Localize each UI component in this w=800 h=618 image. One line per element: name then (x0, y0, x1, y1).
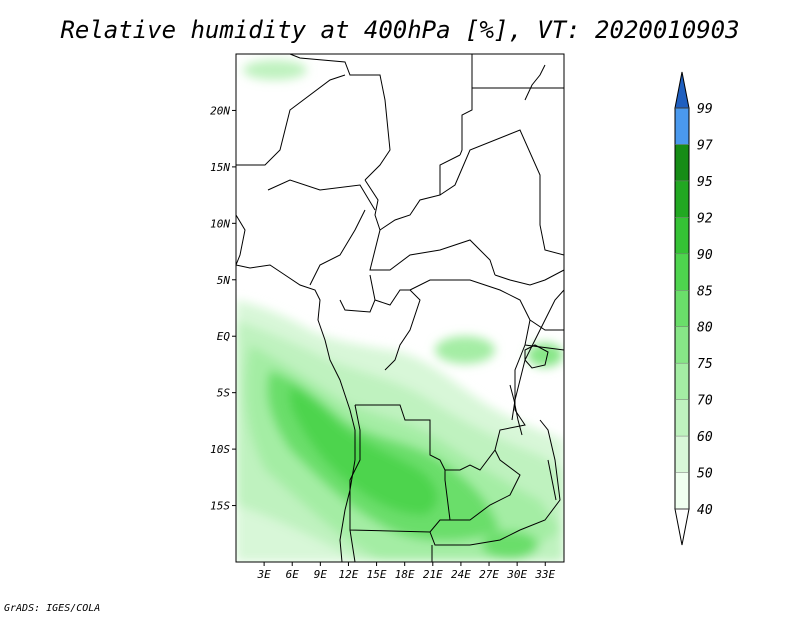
border-mozambique (519, 419, 561, 531)
colorbar-label: 90 (697, 248, 713, 263)
colorbar-label: 95 (697, 175, 713, 190)
lon-tick-label: 21E (423, 568, 443, 581)
colorbar-segment (675, 180, 689, 218)
colorbar-segment (675, 436, 689, 473)
humidity-blob-south (482, 531, 538, 559)
colorbar-label: 60 (697, 430, 713, 445)
lon-tick-label: 30E (506, 568, 527, 581)
border-namibia (349, 529, 356, 562)
lon-tick-label: 33E (534, 568, 555, 581)
border-niger-chad (364, 154, 461, 231)
colorbar-label: 99 (697, 102, 713, 117)
colorbar-high-arrow (674, 71, 690, 109)
lat-tick-label: 15S (210, 500, 230, 513)
colorbar-low-arrow (674, 508, 690, 546)
lat-tick-label: 20N (210, 104, 230, 117)
humidity-region-85 (290, 385, 438, 515)
border-libya-egypt (459, 54, 473, 156)
humidity-blob-north (243, 60, 307, 80)
grads-credit: GrADS: IGES/COLA (4, 603, 101, 614)
lon-tick-label: 18E (395, 568, 415, 581)
border-congo-drc (374, 289, 421, 371)
lon-tick-label: 6E (286, 568, 300, 581)
border-drc-east (355, 319, 531, 471)
lat-tick-label: EQ (217, 330, 231, 343)
lat-tick-label: 15N (210, 161, 230, 174)
map-title: Relative humidity at 400hPa [%], VT: 202… (60, 16, 740, 44)
lat-tick-label: 5N (217, 274, 231, 287)
latitude-axis: 20N 15N 10N 5N EQ 5S 10S 15S (210, 104, 236, 513)
border-east-africa (524, 319, 564, 351)
lake-tanganyika (509, 384, 523, 436)
colorbar-segment (675, 326, 689, 364)
lon-tick-label: 3E (256, 568, 271, 581)
humidity-field (236, 60, 564, 562)
lake-victoria (524, 344, 549, 369)
humidity-blob-congo (435, 336, 495, 364)
colorbar-label: 97 (697, 138, 713, 153)
colorbar-label: 40 (697, 503, 713, 518)
colorbar-label: 70 (697, 394, 713, 409)
colorbar-label: 80 (697, 321, 713, 336)
coastline-northwest (236, 214, 246, 266)
lat-tick-label: 10N (210, 217, 230, 230)
border-niger-nigeria (267, 179, 376, 211)
lake-malawi (547, 459, 557, 501)
lon-tick-label: 9E (314, 568, 328, 581)
border-south-sudan (494, 269, 564, 286)
colorbar-segment (675, 363, 689, 400)
border-cameroon-car (339, 274, 376, 313)
colorbar-segment (675, 290, 689, 327)
lat-tick-label: 5S (217, 387, 231, 400)
map-frame (235, 53, 565, 563)
colorbar-label: 85 (697, 284, 713, 299)
lon-tick-label: 12E (339, 568, 359, 581)
border-angola (349, 404, 451, 533)
lon-tick-label: 27E (479, 568, 499, 581)
colorbar-label: 92 (697, 211, 713, 226)
colorbar-segment (675, 217, 689, 254)
colorbar-label: 75 (697, 357, 713, 372)
border-zambia (450, 449, 521, 521)
country-borders (236, 54, 564, 562)
red-sea-coast (524, 64, 546, 101)
colorbar-segment (675, 144, 689, 181)
colorbar-segment (675, 399, 689, 437)
lon-tick-label: 15E (367, 568, 387, 581)
coastline-east (511, 289, 564, 421)
coastline-west (236, 264, 356, 562)
border-drc-north (409, 279, 531, 321)
colorbar-segment (675, 472, 689, 509)
border-sudan-east (439, 129, 564, 256)
colorbar-segment (675, 253, 689, 291)
colorbar: 40 50 60 70 75 80 85 90 92 95 97 99 (674, 71, 713, 546)
lon-tick-label: 24E (451, 568, 471, 581)
border-nigeria-cameroon (309, 209, 366, 286)
longitude-axis: 3E 6E 9E 12E 15E 18E 21E 24E 27E 30E 33E (256, 562, 556, 581)
border-zimbabwe (429, 529, 521, 546)
lat-tick-label: 10S (210, 443, 230, 456)
colorbar-segment (675, 108, 689, 145)
border-chad-car (369, 229, 496, 276)
border-mali-niger (236, 74, 346, 166)
border-algeria-libya (289, 54, 391, 181)
colorbar-label: 50 (697, 467, 713, 482)
